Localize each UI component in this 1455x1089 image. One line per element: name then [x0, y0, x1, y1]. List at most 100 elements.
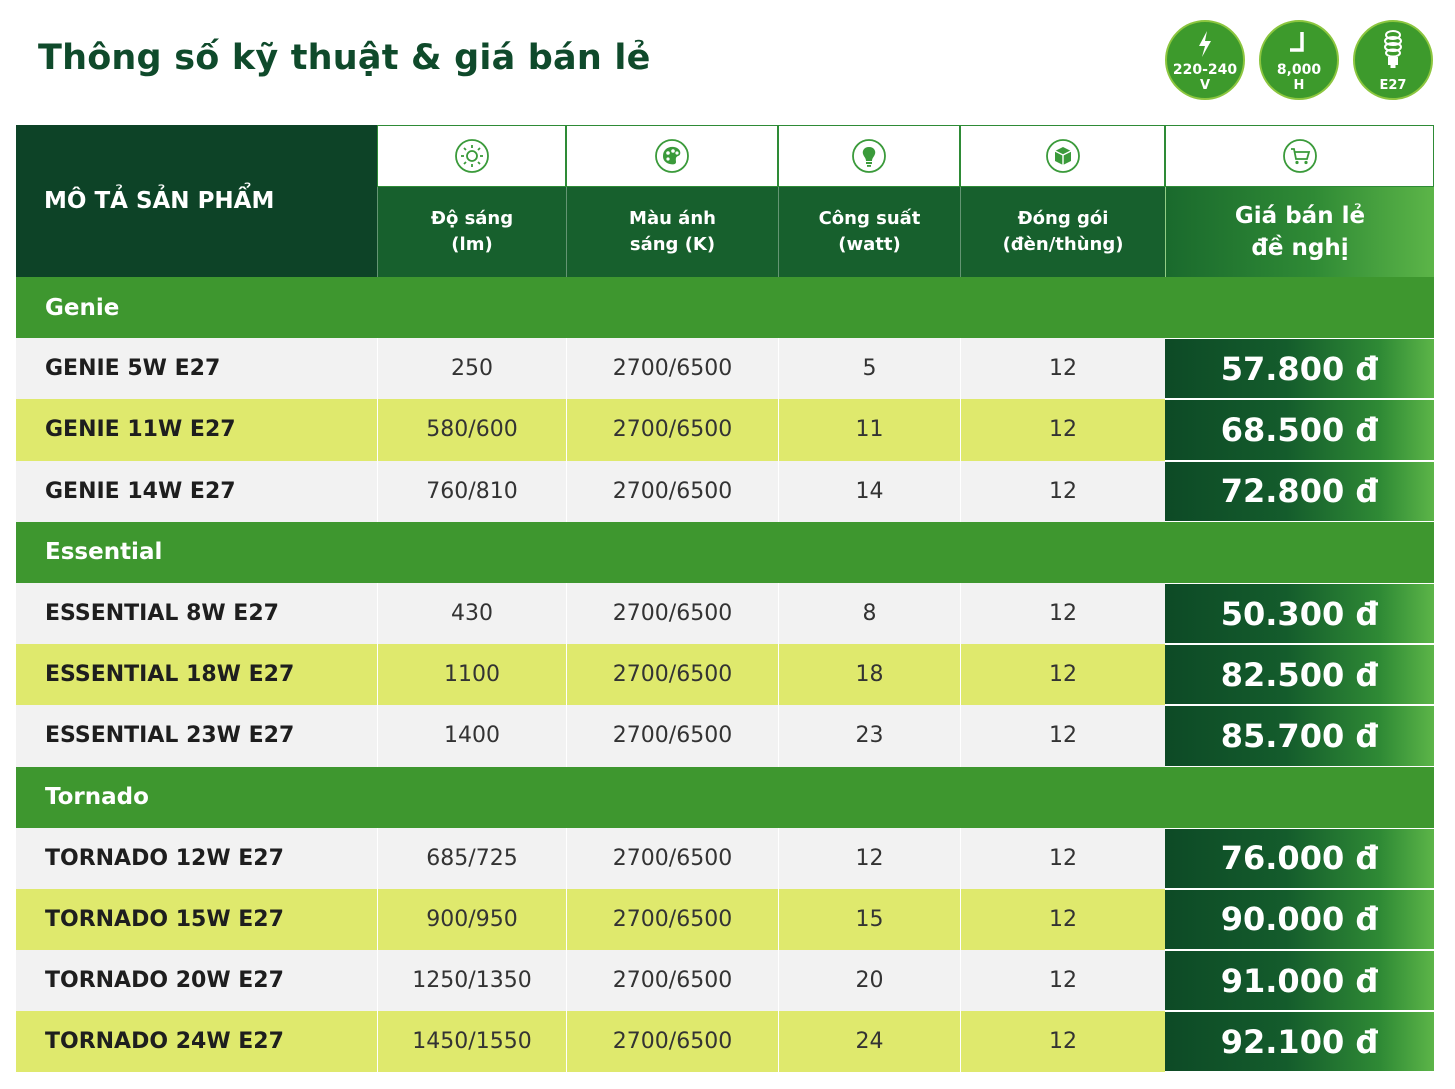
- bulb-icon: [852, 139, 886, 173]
- lumen-cell: 1250/1350: [377, 950, 566, 1012]
- wattage-cell: 11: [778, 399, 960, 461]
- table-row: TORNADO 15W E27 900/950 2700/6500 15 12 90.00…: [16, 888, 1434, 951]
- packing-cell: 12: [960, 460, 1165, 522]
- lumen-cell: 1450/1550: [377, 1011, 566, 1073]
- lumen-cell: 250: [377, 338, 566, 400]
- header-col-watt: Công suất (watt): [778, 125, 960, 277]
- box-icon: [1045, 139, 1080, 173]
- group-name: Essential: [45, 539, 163, 566]
- voltage-unit: V: [1199, 78, 1211, 93]
- lumen-cell: 1100: [377, 644, 566, 706]
- clock-icon: [1290, 32, 1304, 52]
- product-name-cell: GENIE 11W E27: [45, 417, 236, 443]
- table-row: ESSENTIAL 8W E27 430 2700/6500 8 12 50.300 đ: [16, 582, 1434, 645]
- table-row: TORNADO 20W E27 1250/1350 2700/6500 20 12 91.…: [16, 950, 1434, 1012]
- sun-icon: [454, 139, 489, 173]
- packing-cell: 12: [960, 1011, 1165, 1073]
- lumen-cell: 900/950: [377, 888, 566, 951]
- lumen-cell: 685/725: [377, 827, 566, 889]
- product-name-cell: GENIE 14W E27: [45, 478, 236, 504]
- table-row: ESSENTIAL 23W E27 1400 2700/6500 23 12 85.700…: [16, 705, 1434, 767]
- price-cell: 68.500 đ: [1165, 399, 1434, 461]
- table-row: GENIE 14W E27 760/810 2700/6500 14 12 72.800 …: [16, 460, 1434, 522]
- price-cell: 76.000 đ: [1165, 827, 1434, 889]
- wattage-cell: 23: [778, 705, 960, 767]
- product-name-cell: ESSENTIAL 18W E27: [45, 662, 295, 688]
- lumen-cell: 580/600: [377, 399, 566, 461]
- header-label-color: Màu ánh sáng (K): [629, 208, 716, 255]
- header-description: MÔ TẢ SẢN PHẨM: [16, 125, 377, 277]
- spiral-bulb-icon: [1384, 30, 1402, 68]
- group-name: Genie: [45, 294, 120, 321]
- product-name-cell: TORNADO 24W E27: [45, 1029, 284, 1055]
- lightning-icon: [1199, 31, 1211, 57]
- color-temp-cell: 2700/6500: [566, 460, 778, 522]
- table-header: MÔ TẢ SẢN PHẨM Độ sáng (lm): [16, 125, 1434, 277]
- voltage-value: 220-240: [1172, 62, 1238, 78]
- packing-cell: 12: [960, 705, 1165, 767]
- packing-cell: 12: [960, 399, 1165, 461]
- header-label-watt: Công suất (watt): [818, 208, 921, 255]
- table-row: ESSENTIAL 18W E27 1100 2700/6500 18 12 82.500…: [16, 644, 1434, 706]
- color-temp-cell: 2700/6500: [566, 338, 778, 400]
- lumen-cell: 760/810: [377, 460, 566, 522]
- lifetime-value: 8,000: [1276, 62, 1322, 78]
- color-temp-cell: 2700/6500: [566, 705, 778, 767]
- table-row: GENIE 11W E27 580/600 2700/6500 11 12 68.500 …: [16, 399, 1434, 461]
- color-temp-cell: 2700/6500: [566, 888, 778, 951]
- lifetime-badge: 8,000 H: [1259, 20, 1339, 100]
- header-col-lumen: Độ sáng (lm): [377, 125, 566, 277]
- group-row: Tornado: [16, 766, 1434, 828]
- color-temp-cell: 2700/6500: [566, 582, 778, 645]
- price-cell: 57.800 đ: [1165, 338, 1434, 400]
- voltage-badge: 220-240 V: [1165, 20, 1245, 100]
- wattage-cell: 18: [778, 644, 960, 706]
- packing-cell: 12: [960, 644, 1165, 706]
- product-name-cell: ESSENTIAL 8W E27: [45, 601, 279, 627]
- header-label-price: Giá bán lẻ đề nghị: [1234, 203, 1366, 261]
- price-cell: 50.300 đ: [1165, 582, 1434, 645]
- wattage-cell: 15: [778, 888, 960, 951]
- color-temp-cell: 2700/6500: [566, 1011, 778, 1073]
- spec-badges: 220-240 V 8,000 H E27: [1165, 20, 1435, 104]
- product-name-cell: GENIE 5W E27: [45, 356, 221, 382]
- wattage-cell: 24: [778, 1011, 960, 1073]
- page-title: Thông số kỹ thuật & giá bán lẻ: [38, 38, 651, 78]
- group-name: Tornado: [45, 784, 149, 811]
- cart-icon: [1282, 139, 1317, 173]
- spec-price-table: MÔ TẢ SẢN PHẨM Độ sáng (lm): [16, 125, 1434, 1073]
- price-cell: 91.000 đ: [1165, 950, 1434, 1012]
- packing-cell: 12: [960, 888, 1165, 951]
- packing-cell: 12: [960, 338, 1165, 400]
- packing-cell: 12: [960, 827, 1165, 889]
- color-temp-cell: 2700/6500: [566, 399, 778, 461]
- wattage-cell: 8: [778, 582, 960, 645]
- header-label-pack: Đóng gói (đèn/thùng): [1002, 208, 1124, 255]
- wattage-cell: 14: [778, 460, 960, 522]
- header-label-lumen: Độ sáng (lm): [430, 208, 514, 255]
- price-cell: 92.100 đ: [1165, 1011, 1434, 1073]
- price-cell: 72.800 đ: [1165, 460, 1434, 522]
- lifetime-unit: H: [1293, 78, 1305, 93]
- price-cell: 82.500 đ: [1165, 644, 1434, 706]
- lumen-cell: 1400: [377, 705, 566, 767]
- table-row: TORNADO 12W E27 685/725 2700/6500 12 12 76.00…: [16, 827, 1434, 889]
- header-col-price: Giá bán lẻ đề nghị: [1165, 125, 1434, 277]
- table-body: Genie GENIE 5W E27 250 2700/6500 5 12 57.800 đ…: [16, 277, 1434, 1073]
- table-row: GENIE 5W E27 250 2700/6500 5 12 57.800 đ: [16, 338, 1434, 400]
- product-name-cell: ESSENTIAL 23W E27: [45, 723, 295, 749]
- product-name-cell: TORNADO 12W E27: [45, 845, 284, 871]
- wattage-cell: 20: [778, 950, 960, 1012]
- color-temp-cell: 2700/6500: [566, 827, 778, 889]
- product-name-cell: TORNADO 20W E27: [45, 968, 284, 994]
- lumen-cell: 430: [377, 582, 566, 645]
- group-row: Genie: [16, 277, 1434, 339]
- palette-icon: [655, 139, 689, 173]
- packing-cell: 12: [960, 950, 1165, 1012]
- product-name-cell: TORNADO 15W E27: [45, 906, 284, 932]
- socket-value: E27: [1379, 78, 1407, 93]
- table-row: TORNADO 24W E27 1450/1550 2700/6500 24 12 92.…: [16, 1011, 1434, 1073]
- wattage-cell: 5: [778, 338, 960, 400]
- socket-badge: E27: [1353, 20, 1433, 100]
- color-temp-cell: 2700/6500: [566, 950, 778, 1012]
